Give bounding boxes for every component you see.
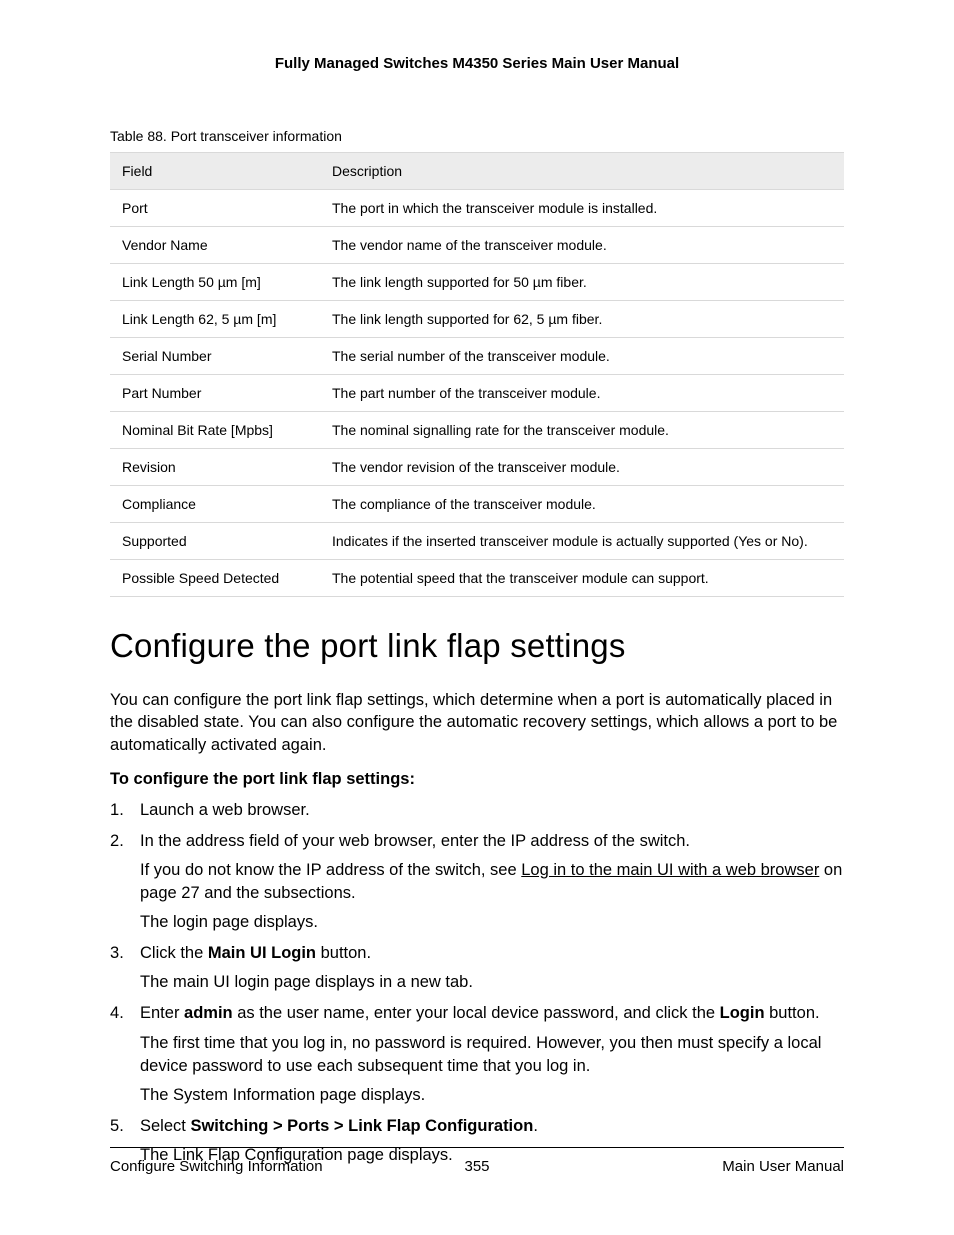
cell-field: Revision — [110, 449, 320, 486]
table-caption: Table 88. Port transceiver information — [110, 128, 844, 144]
section-intro: You can configure the port link flap set… — [110, 689, 844, 756]
table-row: Serial NumberThe serial number of the tr… — [110, 338, 844, 375]
step-text: Launch a web browser. — [140, 801, 310, 819]
table-row: Nominal Bit Rate [Mpbs]The nominal signa… — [110, 412, 844, 449]
cell-desc: The port in which the transceiver module… — [320, 190, 844, 227]
table-row: RevisionThe vendor revision of the trans… — [110, 449, 844, 486]
step-4: Enter admin as the user name, enter your… — [110, 1002, 844, 1106]
step-3: Click the Main UI Login button. The main… — [110, 942, 844, 994]
footer-page-number: 355 — [110, 1158, 844, 1175]
table-row: Link Length 62, 5 µm [m]The link length … — [110, 301, 844, 338]
table-row: SupportedIndicates if the inserted trans… — [110, 523, 844, 560]
cell-desc: The vendor name of the transceiver modul… — [320, 227, 844, 264]
step-sub: The System Information page displays. — [140, 1084, 844, 1107]
cell-desc: The compliance of the transceiver module… — [320, 486, 844, 523]
table-row: ComplianceThe compliance of the transcei… — [110, 486, 844, 523]
cell-field: Supported — [110, 523, 320, 560]
table-row: Part NumberThe part number of the transc… — [110, 375, 844, 412]
cell-field: Link Length 62, 5 µm [m] — [110, 301, 320, 338]
cell-field: Port — [110, 190, 320, 227]
ui-menu-path: Switching > Ports > Link Flap Configurat… — [190, 1117, 533, 1135]
cell-field: Link Length 50 µm [m] — [110, 264, 320, 301]
ui-admin: admin — [184, 1004, 233, 1022]
table-row: Possible Speed DetectedThe potential spe… — [110, 560, 844, 597]
table-head-desc: Description — [320, 153, 844, 190]
cell-desc: Indicates if the inserted transceiver mo… — [320, 523, 844, 560]
page-footer: Configure Switching Information 355 Main… — [110, 1147, 844, 1175]
cell-desc: The link length supported for 62, 5 µm f… — [320, 301, 844, 338]
table-row: Link Length 50 µm [m]The link length sup… — [110, 264, 844, 301]
step-sub: The first time that you log in, no passw… — [140, 1032, 844, 1078]
table-row: PortThe port in which the transceiver mo… — [110, 190, 844, 227]
step-sub: The login page displays. — [140, 911, 844, 934]
cell-field: Compliance — [110, 486, 320, 523]
cell-field: Possible Speed Detected — [110, 560, 320, 597]
cell-desc: The potential speed that the transceiver… — [320, 560, 844, 597]
table-head-field: Field — [110, 153, 320, 190]
transceiver-table: Field Description PortThe port in which … — [110, 152, 844, 597]
section-heading: Configure the port link flap settings — [110, 627, 844, 665]
ui-login: Login — [720, 1004, 765, 1022]
procedure-steps: Launch a web browser. In the address fie… — [110, 799, 844, 1167]
procedure-lead: To configure the port link flap settings… — [110, 770, 844, 789]
cell-desc: The link length supported for 50 µm fibe… — [320, 264, 844, 301]
step-sub: The main UI login page displays in a new… — [140, 971, 844, 994]
cell-desc: The nominal signalling rate for the tran… — [320, 412, 844, 449]
step-sub: If you do not know the IP address of the… — [140, 859, 844, 905]
cell-field: Vendor Name — [110, 227, 320, 264]
step-1: Launch a web browser. — [110, 799, 844, 822]
link-login-main-ui[interactable]: Log in to the main UI with a web browser — [521, 861, 819, 879]
step-text: In the address field of your web browser… — [140, 832, 690, 850]
cell-desc: The part number of the transceiver modul… — [320, 375, 844, 412]
cell-desc: The serial number of the transceiver mod… — [320, 338, 844, 375]
cell-desc: The vendor revision of the transceiver m… — [320, 449, 844, 486]
cell-field: Serial Number — [110, 338, 320, 375]
table-row: Vendor NameThe vendor name of the transc… — [110, 227, 844, 264]
cell-field: Nominal Bit Rate [Mpbs] — [110, 412, 320, 449]
cell-field: Part Number — [110, 375, 320, 412]
document-header: Fully Managed Switches M4350 Series Main… — [110, 55, 844, 72]
step-2: In the address field of your web browser… — [110, 830, 844, 934]
ui-main-ui-login: Main UI Login — [208, 944, 316, 962]
